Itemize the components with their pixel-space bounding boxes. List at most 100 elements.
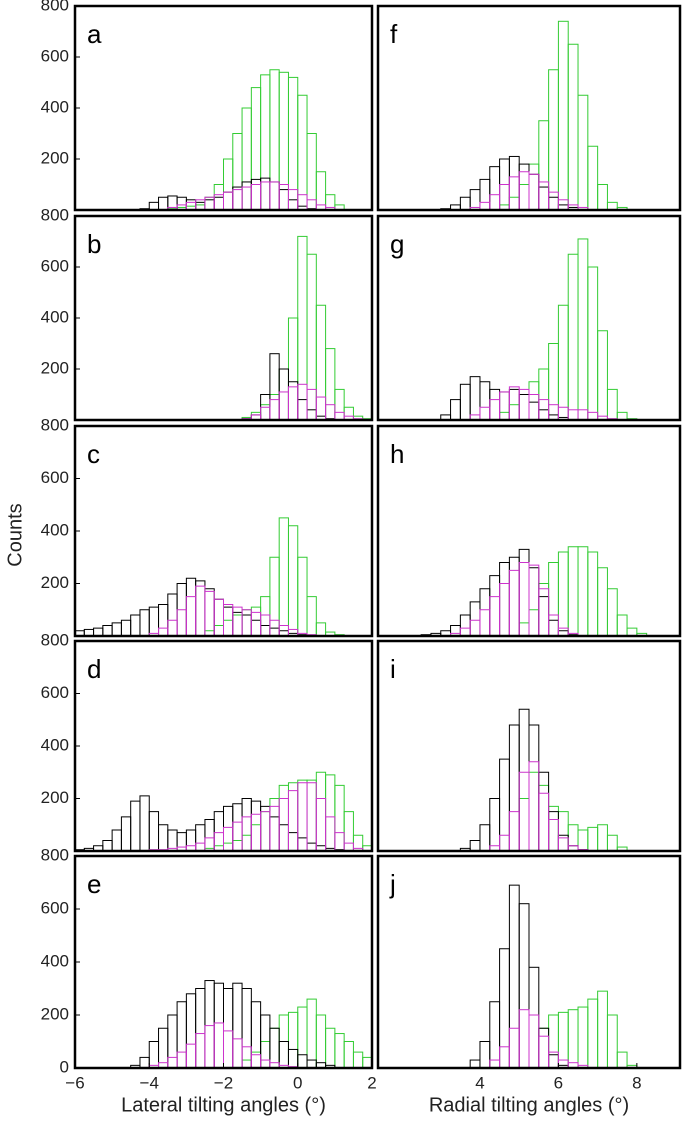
histogram-bar [450,399,461,420]
histogram-bar [287,782,299,851]
histogram-bar [148,1041,160,1068]
histogram-bar [278,784,289,851]
histogram-bar [306,779,317,851]
histogram-bar [343,842,354,851]
histogram-bar [557,406,569,420]
panel-letter: c [87,439,100,469]
x-axis-title: Radial tilting angles (°) [429,1094,629,1116]
histogram-bar [528,567,540,636]
histogram-bar [223,1030,234,1068]
histogram-bar [479,381,491,420]
histogram-bar [567,824,579,851]
histogram-bar [479,1041,491,1068]
x-axis-title: Lateral tilting angles (°) [121,1094,326,1116]
histogram-bar [528,609,540,636]
histogram-bar [185,993,197,1068]
histogram-bar [508,155,520,210]
histogram-bar [306,253,317,420]
histogram-bar [577,1006,589,1068]
histogram-bar [528,1014,540,1068]
histogram-bar [176,196,187,210]
panel-letter: g [390,229,404,259]
plot-area [75,771,372,851]
histogram-bar [250,813,262,851]
histogram-bar [306,782,317,851]
x-tick-label: 4 [475,1073,484,1092]
panel-frame [376,4,682,212]
histogram-bar [548,811,559,851]
histogram-bar [577,409,589,420]
histogram-bar [567,43,579,210]
histogram-bar [499,184,510,210]
histogram-bar [508,811,520,851]
histogram-bar [241,988,252,1068]
histogram-bar [176,609,187,636]
panel-letter: b [87,229,101,259]
y-tick-label: 200 [41,148,69,167]
histogram-bar [528,401,540,420]
y-tick-label: 600 [41,898,69,917]
histogram-bar [459,383,471,420]
panel-letter: j [389,869,396,899]
histogram-bar [158,196,169,210]
panel-frame [376,214,682,422]
histogram-bar [102,840,113,851]
histogram-bar [479,588,491,636]
histogram-bar [597,567,608,636]
histogram-bar [548,619,559,636]
histogram-bar [538,409,550,420]
histogram-bar [250,87,262,210]
histogram-bar [204,980,215,1068]
histogram-bar [538,792,550,851]
histogram-bar [204,196,215,210]
histogram-bar [204,590,215,636]
histogram-bar [548,343,559,420]
histogram-bar [297,1006,308,1068]
histogram-bar [315,622,327,636]
panel-letter: f [390,19,398,49]
histogram-bar [548,196,559,210]
histogram-bar [548,614,559,636]
x-tick-label: 8 [632,1073,641,1092]
histogram-bar [508,556,520,636]
histogram-bar [139,795,150,851]
histogram-bar [232,840,243,851]
histogram-bar [315,171,327,210]
histogram-bar [185,1043,197,1068]
y-tick-label: 400 [41,307,69,326]
histogram-bar [597,184,608,210]
histogram-bar [287,525,299,636]
histogram-bar [241,107,252,210]
histogram-bar [528,724,540,851]
histogram-bar [260,177,271,210]
histogram-bar [176,1001,187,1068]
histogram-bar [528,394,540,420]
histogram-bar [508,724,520,851]
histogram-bar [538,186,550,210]
histogram-bar [241,186,252,210]
histogram-bar [260,74,271,210]
plot-area [440,238,638,420]
histogram-bar [148,811,160,851]
histogram-bar [548,404,559,420]
x-tick-label: 2 [367,1073,376,1092]
histogram-bar [362,1056,372,1068]
histogram-bar [499,1046,510,1068]
histogram-bar [250,606,262,636]
histogram-bar [528,771,540,851]
histogram-bar [185,199,197,210]
histogram-bar [518,163,530,210]
histogram-bar [469,840,481,851]
y-tick-label: 200 [41,573,69,592]
histogram-bar [195,1033,206,1068]
panel-frame [73,424,374,638]
histogram-bar [567,546,579,636]
histogram-bar [269,353,280,420]
histogram-bar [518,708,530,851]
histogram-bar [213,598,224,636]
histogram-bar [325,404,336,420]
histogram-bar [297,94,308,210]
histogram-bar [479,178,491,210]
plot-area [75,517,345,636]
histogram-bar [459,614,471,636]
